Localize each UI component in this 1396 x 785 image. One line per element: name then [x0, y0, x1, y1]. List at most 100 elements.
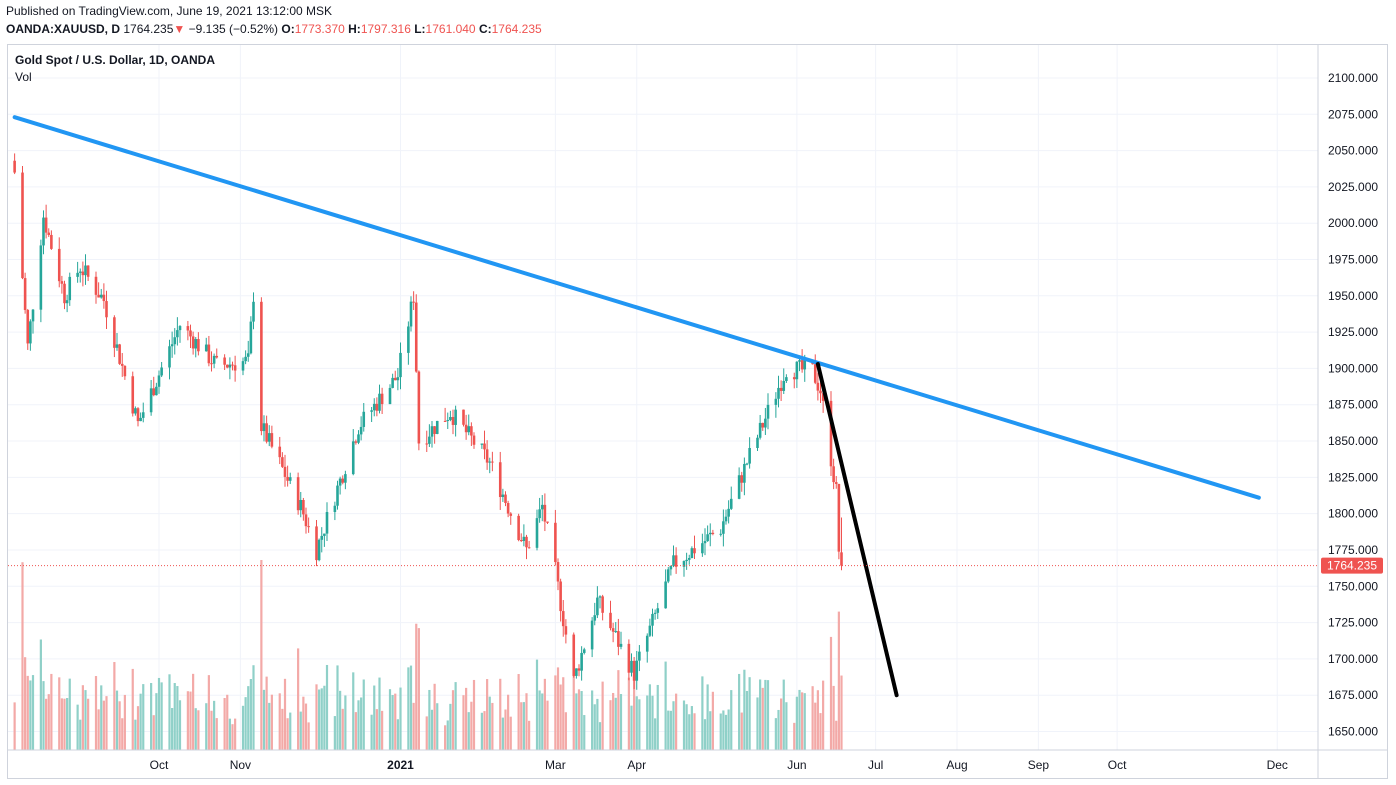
candle-body [614, 631, 618, 633]
volume-bar [819, 713, 822, 750]
time-tick-label: Nov [230, 758, 251, 772]
drawings[interactable] [12, 115, 1261, 698]
candle-body [409, 301, 413, 327]
volume-bar [168, 674, 171, 750]
candle-body [648, 625, 652, 636]
candle-body [433, 426, 436, 434]
volume-bar [444, 725, 447, 750]
volume-bar [675, 693, 678, 750]
volume-bar [425, 716, 428, 750]
volume-bar [619, 694, 623, 750]
candle-body [44, 217, 48, 233]
candle-body [178, 326, 182, 331]
volume-bar [360, 697, 363, 750]
candle-body [191, 336, 195, 349]
volume-bar [150, 683, 153, 750]
candle-body [638, 651, 641, 661]
volume-bar [822, 680, 825, 750]
candle-body [813, 364, 817, 383]
volume-bar [354, 712, 357, 750]
candle-body [748, 447, 751, 464]
candle-body [102, 294, 106, 302]
time-tick-label: Apr [627, 758, 646, 772]
volume-bar [197, 710, 200, 750]
time-tick-label: Aug [946, 758, 967, 772]
volume-bar [651, 695, 654, 750]
candle-body [504, 494, 507, 504]
volume-bar [436, 703, 439, 750]
volume-bar [470, 701, 473, 750]
candle-body [611, 628, 615, 632]
candle-body [546, 521, 549, 523]
candle-body [758, 422, 762, 438]
candle-body [575, 668, 578, 676]
volume-bar [780, 698, 783, 750]
candle-body [231, 364, 234, 366]
candle-body [113, 317, 116, 348]
price-tick-label: 1850.000 [1328, 434, 1378, 448]
volume-bar [837, 611, 840, 750]
volume-bar [21, 562, 24, 750]
price-tick-label: 2000.000 [1328, 216, 1378, 230]
volume-bar [160, 682, 163, 750]
volume-bar [333, 716, 336, 750]
volume-bar [102, 700, 105, 750]
volume-bar [281, 708, 284, 750]
current-price-marker [1321, 557, 1383, 574]
candle-body [837, 483, 841, 552]
candle-body [194, 339, 198, 349]
candle-body [136, 408, 140, 422]
volume-bar [205, 703, 208, 750]
candle-body [412, 301, 415, 303]
candle-body [666, 569, 670, 582]
volume-bar [722, 710, 725, 750]
volume-bar [793, 722, 796, 750]
low-label: L: [414, 22, 426, 36]
volume-bar [638, 699, 641, 750]
candle-body [509, 513, 513, 516]
volume-bar [682, 700, 686, 750]
candle-body [722, 521, 725, 534]
volume-bar [483, 711, 486, 750]
volume-bar [234, 718, 237, 750]
volume-bar [774, 718, 777, 750]
candle-body [315, 526, 318, 561]
volume-bar [26, 675, 29, 750]
volume-bar [480, 712, 483, 750]
volume-bar [63, 698, 66, 750]
candle-body [141, 412, 145, 418]
candle-body [359, 426, 363, 435]
volume-bar [745, 690, 749, 750]
volume-bar [105, 696, 108, 750]
volume-bar [123, 694, 126, 750]
candle-body [131, 376, 135, 414]
candle-body [170, 344, 174, 347]
candle-body [506, 503, 510, 514]
candle-body [834, 482, 838, 484]
price-tick-label: 2100.000 [1328, 71, 1378, 85]
candle-body [651, 613, 654, 626]
volume-bar [118, 701, 121, 750]
candle-body [687, 557, 691, 560]
volume-bar [68, 678, 71, 750]
candle-body [564, 626, 568, 635]
open-value: 1773.370 [294, 22, 345, 36]
volume-legend: Vol [15, 70, 32, 84]
candle-body [149, 388, 153, 413]
time-tick-label: 2021 [387, 758, 414, 772]
volume-bar [575, 693, 578, 750]
candle-body [157, 375, 161, 387]
volume-bar [446, 720, 449, 750]
volume-bar [31, 675, 35, 750]
volume-bar [654, 718, 657, 750]
volume-bar [336, 665, 339, 750]
candle-body [559, 581, 562, 612]
candle-body [630, 660, 633, 673]
candle-body [491, 461, 494, 463]
volume-bar [39, 639, 42, 750]
candle-body [134, 408, 137, 414]
volume-bar [136, 706, 140, 750]
candle-body [729, 498, 733, 509]
candle-body [29, 321, 32, 344]
